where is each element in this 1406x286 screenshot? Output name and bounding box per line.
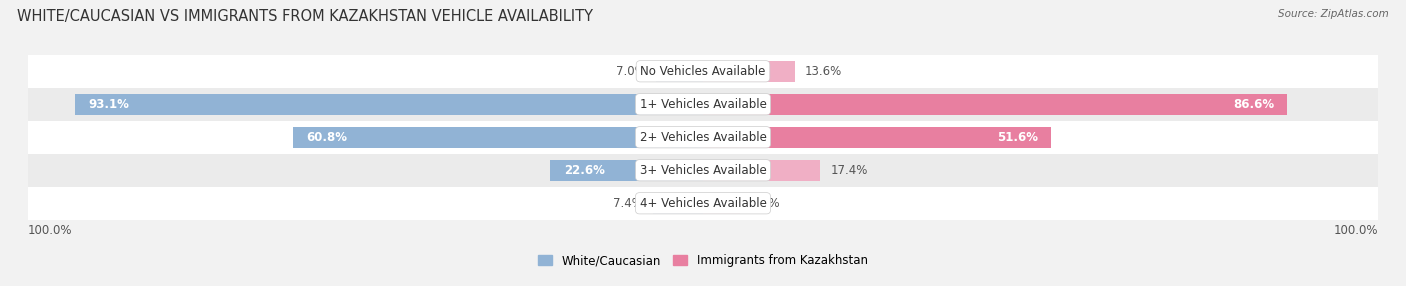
Text: 22.6%: 22.6%: [564, 164, 605, 177]
Bar: [28, 121, 1378, 154]
Text: 100.0%: 100.0%: [28, 224, 73, 237]
Bar: [703, 94, 1288, 114]
Text: No Vehicles Available: No Vehicles Available: [640, 65, 766, 78]
Bar: [703, 61, 794, 82]
Bar: [28, 55, 1378, 88]
Text: 4+ Vehicles Available: 4+ Vehicles Available: [640, 197, 766, 210]
Bar: [551, 160, 703, 180]
Text: 7.0%: 7.0%: [616, 65, 645, 78]
Text: Source: ZipAtlas.com: Source: ZipAtlas.com: [1278, 9, 1389, 19]
Text: 51.6%: 51.6%: [997, 131, 1038, 144]
Bar: [652, 193, 703, 214]
Bar: [75, 94, 703, 114]
Text: 60.8%: 60.8%: [307, 131, 347, 144]
Bar: [28, 187, 1378, 220]
Text: 86.6%: 86.6%: [1233, 98, 1274, 111]
Bar: [28, 88, 1378, 121]
Text: 2+ Vehicles Available: 2+ Vehicles Available: [640, 131, 766, 144]
Bar: [292, 127, 703, 148]
Text: 7.4%: 7.4%: [613, 197, 643, 210]
Legend: White/Caucasian, Immigrants from Kazakhstan: White/Caucasian, Immigrants from Kazakhs…: [533, 250, 873, 272]
Text: 93.1%: 93.1%: [89, 98, 129, 111]
Text: 100.0%: 100.0%: [1333, 224, 1378, 237]
Text: 13.6%: 13.6%: [804, 65, 842, 78]
Text: 17.4%: 17.4%: [831, 164, 868, 177]
Bar: [28, 154, 1378, 187]
Text: 1+ Vehicles Available: 1+ Vehicles Available: [640, 98, 766, 111]
Bar: [703, 127, 1052, 148]
Text: 3+ Vehicles Available: 3+ Vehicles Available: [640, 164, 766, 177]
Bar: [703, 193, 740, 214]
Bar: [655, 61, 703, 82]
Text: 5.5%: 5.5%: [751, 197, 780, 210]
Bar: [703, 160, 821, 180]
Text: WHITE/CAUCASIAN VS IMMIGRANTS FROM KAZAKHSTAN VEHICLE AVAILABILITY: WHITE/CAUCASIAN VS IMMIGRANTS FROM KAZAK…: [17, 9, 593, 23]
